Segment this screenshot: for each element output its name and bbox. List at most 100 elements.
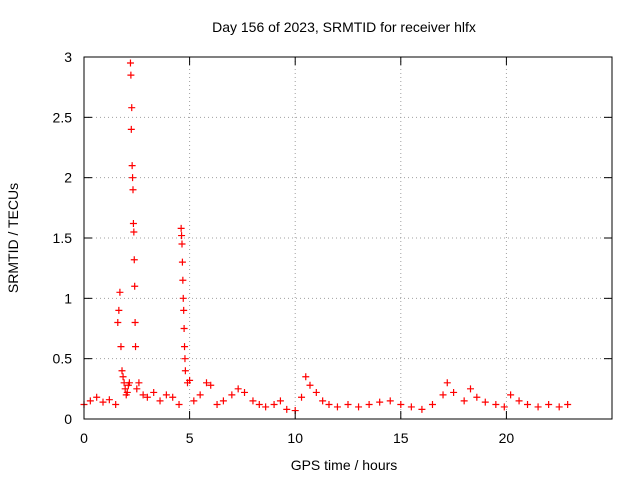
data-point: [515, 397, 523, 405]
data-point: [129, 186, 137, 194]
data-point: [186, 376, 194, 384]
chart-title: Day 156 of 2023, SRMTID for receiver hlf…: [212, 19, 476, 35]
data-point: [262, 403, 270, 411]
data-point: [397, 401, 405, 409]
y-tick-label: 2: [64, 170, 72, 186]
x-tick-label: 15: [393, 430, 409, 446]
data-point: [131, 318, 139, 326]
x-tick-label: 5: [186, 430, 194, 446]
data-point: [534, 403, 542, 411]
data-point: [150, 388, 158, 396]
data-point: [213, 401, 221, 409]
data-point: [178, 258, 186, 266]
data-point: [180, 325, 188, 332]
data-point: [127, 125, 135, 133]
data-point: [234, 385, 242, 393]
y-tick-label: 3: [64, 49, 72, 65]
data-point: [128, 104, 136, 112]
data-point: [156, 397, 164, 405]
data-point: [133, 385, 141, 393]
y-axis-title: SRMTID / TECUs: [5, 183, 21, 293]
x-tick-label: 20: [499, 430, 515, 446]
data-point: [283, 405, 291, 413]
data-point: [180, 306, 188, 314]
data-point: [116, 288, 124, 296]
data-point: [99, 398, 107, 406]
data-point: [179, 276, 187, 284]
data-point: [298, 393, 306, 401]
data-point: [428, 401, 436, 409]
data-point: [179, 294, 187, 302]
data-point: [190, 397, 198, 405]
data-point: [131, 282, 139, 290]
data-point: [86, 397, 94, 405]
y-tick-label: 0.5: [53, 351, 73, 367]
data-point: [545, 401, 553, 409]
grid-lines: [84, 57, 612, 419]
data-point: [386, 397, 394, 405]
data-point: [123, 388, 131, 396]
data-point: [125, 379, 133, 387]
y-tick-label: 0: [64, 411, 72, 427]
data-point: [178, 232, 186, 240]
data-point: [112, 401, 120, 409]
data-point: [325, 401, 333, 409]
data-point: [564, 401, 572, 409]
data-point: [439, 391, 447, 399]
data-point: [507, 391, 515, 399]
data-point: [555, 403, 563, 411]
data-point: [270, 401, 278, 409]
y-tick-label: 1.5: [53, 230, 73, 246]
data-point: [126, 59, 134, 67]
data-point: [105, 396, 113, 404]
data-point: [473, 393, 481, 401]
data-point: [312, 388, 320, 396]
data-point: [302, 373, 310, 381]
data-point: [255, 401, 263, 409]
data-point: [130, 256, 138, 264]
data-point: [460, 397, 468, 405]
data-point: [178, 240, 186, 248]
data-point: [128, 162, 136, 170]
data-point: [344, 401, 352, 409]
axis-ticks: 0 0.5 1 1.5 2 2.5 3 0 5 10 15 20: [53, 49, 612, 446]
data-point: [114, 318, 122, 326]
data-point: [177, 224, 185, 232]
data-point: [443, 379, 451, 387]
data-point: [162, 391, 170, 399]
data-point: [249, 397, 257, 405]
data-point: [306, 381, 314, 389]
data-point: [196, 391, 204, 399]
data-point: [115, 306, 123, 314]
data-point: [333, 403, 341, 411]
data-point: [181, 367, 189, 375]
data-point: [202, 379, 210, 387]
y-tick-label: 2.5: [53, 109, 73, 125]
data-point: [129, 220, 137, 228]
data-point: [143, 393, 151, 401]
data-point: [118, 367, 126, 375]
data-point: [207, 381, 215, 389]
data-point: [500, 403, 508, 411]
data-point: [450, 388, 458, 396]
data-points: [80, 59, 572, 415]
data-point: [276, 397, 284, 405]
data-point: [129, 174, 137, 182]
data-point: [365, 401, 373, 409]
data-point: [175, 401, 183, 409]
data-point: [355, 403, 363, 411]
x-tick-label: 0: [80, 430, 88, 446]
data-point: [181, 355, 189, 363]
data-point: [119, 373, 127, 381]
data-point: [376, 398, 384, 406]
data-point: [524, 401, 532, 409]
data-point: [132, 343, 140, 351]
data-point: [127, 71, 135, 79]
data-point: [181, 343, 189, 351]
data-point: [130, 228, 138, 236]
data-point: [117, 343, 125, 351]
data-point: [319, 397, 327, 405]
data-point: [418, 405, 426, 413]
